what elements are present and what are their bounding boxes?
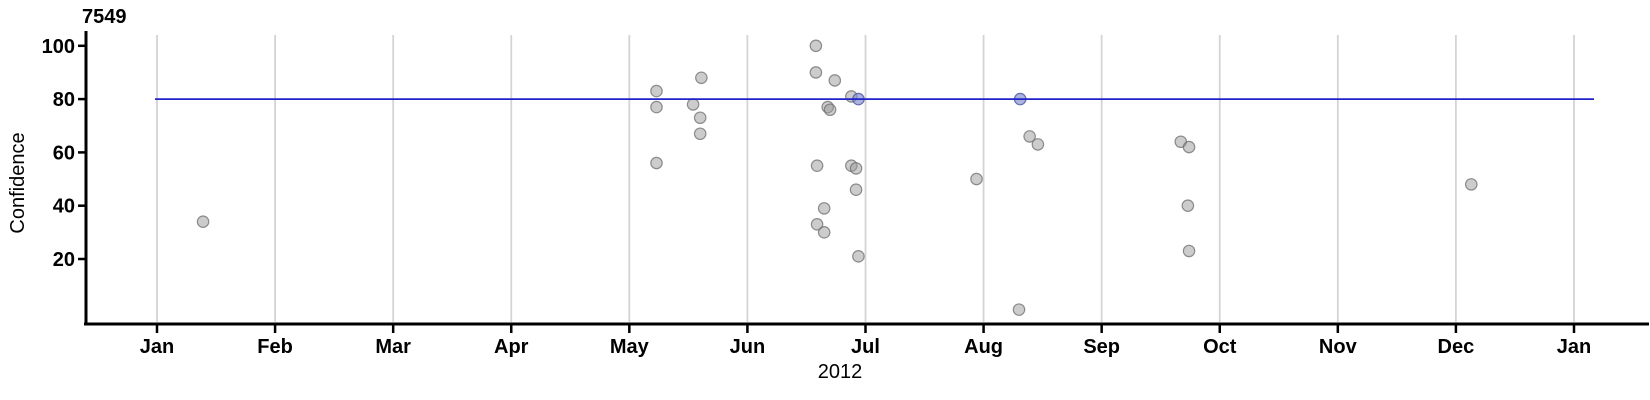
x-tick-label: Sep — [1083, 336, 1120, 358]
data-point — [809, 66, 823, 79]
y-axis-title: Confidence — [7, 132, 29, 233]
y-tick-label: 100 — [42, 36, 75, 58]
y-tick-label: 20 — [53, 249, 75, 271]
data-point — [1012, 303, 1026, 316]
data-point — [1181, 199, 1195, 212]
x-tick-label: Dec — [1438, 336, 1475, 358]
x-tick-label: Jan — [1557, 336, 1591, 358]
data-point — [1023, 130, 1036, 143]
data-point — [693, 111, 707, 125]
x-tick-label: Jul — [851, 336, 880, 358]
x-tick-label: Apr — [494, 336, 529, 358]
chart-title: 7549 — [82, 6, 127, 28]
data-point — [693, 127, 707, 141]
data-point — [809, 39, 823, 53]
data-point — [650, 84, 663, 98]
x-tick-label: May — [610, 336, 650, 358]
y-tick-label: 80 — [53, 89, 75, 111]
y-tick-label: 60 — [53, 142, 75, 164]
data-point — [849, 162, 863, 175]
x-tick-label: Mar — [375, 336, 411, 358]
data-point — [1182, 244, 1196, 258]
data-point — [823, 103, 837, 117]
data-point — [810, 218, 824, 231]
data-point — [849, 183, 863, 197]
data-point — [810, 159, 824, 173]
data-point — [1182, 140, 1196, 154]
data-point — [650, 156, 663, 170]
x-tick-label: Oct — [1203, 336, 1237, 358]
data-point — [852, 250, 865, 263]
data-point — [828, 74, 842, 87]
data-point — [817, 226, 831, 239]
data-point — [695, 71, 708, 85]
x-tick-label: Jun — [730, 336, 766, 358]
x-tick-label: Feb — [257, 336, 293, 358]
data-point — [1464, 178, 1478, 191]
data-point — [196, 215, 210, 228]
data-point — [650, 100, 663, 114]
data-point — [686, 98, 700, 111]
x-axis-title: 2012 — [818, 361, 863, 383]
y-tick-label: 40 — [53, 196, 75, 218]
data-point — [817, 202, 831, 215]
x-tick-label: Nov — [1319, 336, 1358, 358]
x-tick-label: Jan — [140, 336, 174, 358]
data-point — [1031, 138, 1045, 151]
x-tick-label: Aug — [964, 336, 1003, 358]
data-point — [970, 172, 983, 186]
